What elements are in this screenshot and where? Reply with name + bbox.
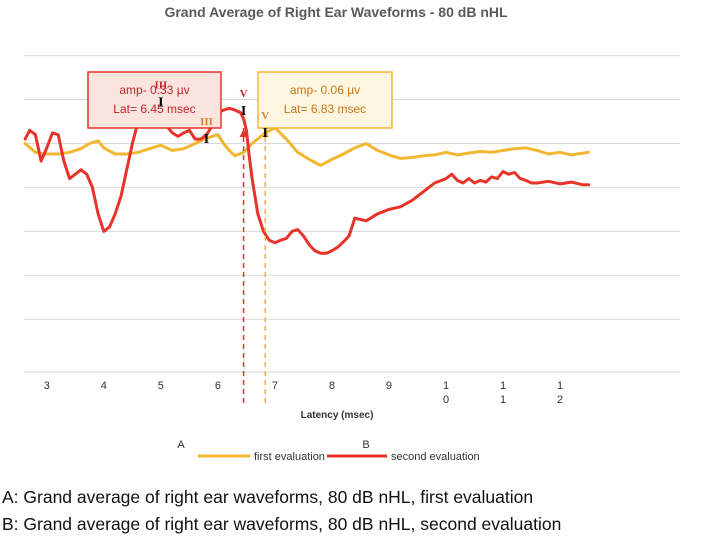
- x-tick-label: 0: [443, 394, 449, 406]
- peak-label: V: [240, 88, 248, 100]
- latency-arrowhead: [261, 129, 270, 137]
- x-tick-label: 1: [500, 380, 506, 392]
- x-tick-label: 7: [272, 380, 278, 392]
- peak-cursor: I: [241, 104, 246, 119]
- annotation-box: [257, 71, 393, 129]
- x-tick-label: 1: [443, 380, 449, 392]
- peak-label: III: [200, 116, 213, 128]
- abr-waveform-chart: Grand Average of Right Ear Waveforms - 8…: [23, 4, 680, 463]
- legend-marker: A: [177, 439, 185, 451]
- x-tick-label: 1: [557, 380, 563, 392]
- x-tick-label: 2: [557, 394, 563, 406]
- latency-annotations: amp- 0.33 µv Lat= 6.45 msec amp- 0.06 µv La…: [87, 71, 393, 404]
- annotation-amp: amp- 0.06 µv: [290, 83, 360, 97]
- series-line-b: [23, 98, 591, 255]
- peak-label: V: [261, 110, 269, 122]
- x-tick-label: 3: [44, 380, 50, 392]
- x-tick-label: 9: [386, 380, 392, 392]
- annotation-box: [87, 71, 222, 129]
- x-tick-label: 1: [500, 394, 506, 406]
- x-tick-label: 8: [329, 380, 335, 392]
- legend-label: first evaluation: [254, 451, 325, 463]
- x-tick-label: 5: [158, 380, 164, 392]
- annotation-amp: amp- 0.33 µv: [119, 83, 189, 97]
- annotation-latency: Lat= 6.83 msec: [284, 102, 366, 116]
- chart-title: Grand Average of Right Ear Waveforms - 8…: [164, 4, 508, 20]
- legend-marker: B: [362, 439, 369, 451]
- x-axis-label: Latency (msec): [301, 410, 374, 421]
- caption-b: B: Grand average of right ear waveforms,…: [2, 514, 562, 534]
- latency-arrowhead: [239, 129, 248, 137]
- peak-cursor: I: [263, 126, 268, 141]
- annotation-latency: Lat= 6.45 msec: [113, 102, 195, 116]
- x-tick-label: 4: [101, 380, 107, 392]
- legend-label: second evaluation: [391, 451, 480, 463]
- peak-cursor: I: [204, 132, 209, 147]
- series-line-a: [23, 126, 591, 167]
- x-tick-label: 6: [215, 380, 221, 392]
- series-lines: [23, 98, 591, 255]
- caption-a: A: Grand average of right ear waveforms,…: [2, 487, 534, 507]
- peak-cursor: I: [158, 95, 163, 110]
- peak-label: III: [154, 79, 167, 91]
